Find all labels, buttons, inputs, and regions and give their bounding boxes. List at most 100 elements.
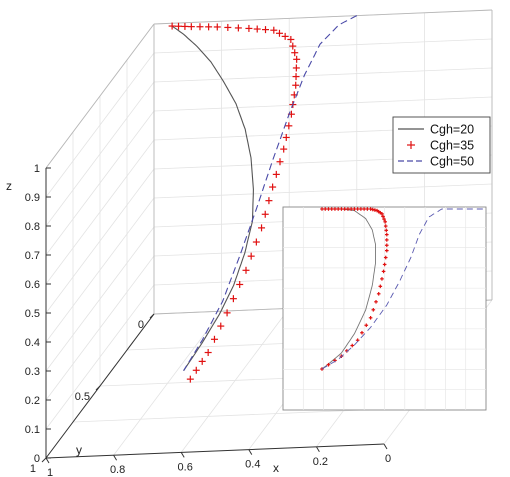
series-cgh-35-marker <box>242 266 250 274</box>
inset-series-cgh-35-marker <box>336 207 340 211</box>
inset-series-cgh-35-marker <box>382 217 386 221</box>
series-cgh-35-marker <box>252 238 260 246</box>
series-cgh-35-marker <box>213 23 221 31</box>
3d-tick-labels: 0 0.1 0.2 0.3 0.4 0.5 0.6 0.7 0.8 0.9 1 1 0.8 0.6 0.4 0… <box>25 163 391 477</box>
x-tick-label: 0.2 <box>313 456 328 468</box>
inset-series-cgh-35-marker <box>362 207 366 211</box>
z-axis-label: z <box>6 179 12 193</box>
x-tick-label: 0.8 <box>110 464 125 476</box>
z-tick-label: 0.5 <box>25 308 40 320</box>
x-tick-label: 0.6 <box>178 461 193 473</box>
inset-series-cgh-35-marker <box>385 243 389 248</box>
inset-series-cgh-35-marker <box>364 323 369 328</box>
inset-series-cgh-35-marker <box>346 207 350 211</box>
series-cgh-35-marker <box>192 366 200 374</box>
x-tick-mark <box>180 452 185 458</box>
inset-series-cgh-35-marker <box>359 207 363 211</box>
series-cgh-35-marker <box>229 295 237 303</box>
x-tick-mark <box>113 454 118 461</box>
series-cgh-50-line <box>183 15 358 371</box>
series-cgh-35-marker <box>217 322 225 330</box>
x-tick-label: 0 <box>385 453 391 465</box>
legend-label: Cgh=35 <box>430 139 474 153</box>
inset-series-cgh-35-marker <box>374 300 378 304</box>
series-cgh-35-marker <box>234 24 242 32</box>
legend: Cgh=20 Cgh=35 Cgh=50 <box>392 116 491 174</box>
inset-series-cgh-35-marker <box>326 362 331 367</box>
inset-series-cgh-35-marker <box>352 207 357 211</box>
inset-series-cgh-35-marker <box>385 238 389 242</box>
z-tick-label: 0.1 <box>25 424 40 436</box>
inset-series-cgh-35-marker <box>383 224 388 228</box>
x-tick-mark <box>45 457 50 464</box>
inset-series-cgh-35-marker <box>385 232 389 237</box>
series-cgh-35-marker <box>168 22 176 30</box>
series-cgh-35-marker <box>287 35 295 43</box>
series-cgh-35-marker <box>253 25 261 33</box>
inset-series-cgh-35-marker <box>349 207 353 211</box>
inset-series-cgh-35-marker <box>323 207 328 211</box>
grid-line <box>153 183 493 199</box>
series-cgh-35-marker <box>205 23 213 31</box>
series-cgh-35-marker <box>285 122 293 130</box>
z-tick-label: 0.9 <box>25 192 40 204</box>
series-cgh-35-marker <box>236 280 244 288</box>
series-cgh-35-marker <box>276 158 284 166</box>
x-tick-label: 1 <box>47 467 53 477</box>
series-cgh-35-marker <box>187 23 195 31</box>
legend-item-cgh-20: Cgh=20 <box>398 123 474 137</box>
z-tick-label: 0.8 <box>25 221 40 233</box>
legend-label: Cgh=50 <box>430 155 474 169</box>
z-tick-label: 0.6 <box>25 279 40 291</box>
inset-series-cgh-35-marker <box>380 212 384 216</box>
x-axis-line <box>45 443 385 459</box>
inset-series-cgh-35-marker <box>329 207 334 211</box>
legend-item-cgh-35: Cgh=35 <box>407 139 474 153</box>
z-tick-label: 0.4 <box>25 337 40 349</box>
inset-series-cgh-35-marker <box>339 207 344 211</box>
grid-line <box>153 38 493 54</box>
x-tick-label: 0.4 <box>245 459 260 471</box>
z-tick-label: 0.3 <box>25 366 40 378</box>
y-axis-label: y <box>76 443 82 457</box>
box-edge <box>153 9 493 25</box>
inset-series-cgh-35-marker <box>371 308 376 312</box>
grid-line <box>153 67 493 83</box>
inset-series-cgh-35-marker <box>378 284 383 289</box>
series-cgh-35-marker <box>275 29 283 37</box>
series-cgh-35-marker <box>196 23 204 31</box>
3d-series <box>168 15 358 383</box>
z-tick-label: 0.2 <box>25 395 40 407</box>
y-tick-label: 1 <box>30 463 36 475</box>
series-cgh-35-marker <box>292 81 300 89</box>
series-cgh-35-marker <box>272 170 280 178</box>
series-cgh-35-marker <box>245 24 253 32</box>
y-tick-mark <box>41 457 47 463</box>
inset-series-cgh-35-marker <box>380 277 384 281</box>
z-tick-label: 0 <box>34 453 40 465</box>
legend-item-cgh-50: Cgh=50 <box>398 155 474 169</box>
series-cgh-35-marker <box>223 309 231 317</box>
series-cgh-35-marker <box>281 32 289 40</box>
inset-series-cgh-35-marker <box>326 207 331 211</box>
x-tick-mark <box>315 446 320 453</box>
inset-plot <box>282 206 487 411</box>
grid-line <box>153 96 493 112</box>
series-cgh-35-marker <box>265 197 273 205</box>
inset-series-cgh-35-marker <box>383 255 388 260</box>
series-cgh-35-marker <box>210 335 218 343</box>
inset-series-cgh-35-marker <box>320 207 324 211</box>
y-tick-label: 0 <box>138 319 144 331</box>
inset-series-cgh-35-marker <box>368 316 373 320</box>
series-cgh-35-marker <box>293 55 301 63</box>
series-cgh-35-marker <box>247 252 255 260</box>
series-cgh-35-marker <box>291 49 299 57</box>
series-cgh-35-marker <box>289 42 297 50</box>
series-cgh-35-marker <box>175 22 183 30</box>
series-cgh-35-marker <box>198 357 206 365</box>
z-tick-label: 1 <box>34 163 40 175</box>
z-tick-label: 0.7 <box>25 250 40 262</box>
inset-series-cgh-35-marker <box>381 269 386 274</box>
series-cgh-35-marker <box>186 375 194 383</box>
